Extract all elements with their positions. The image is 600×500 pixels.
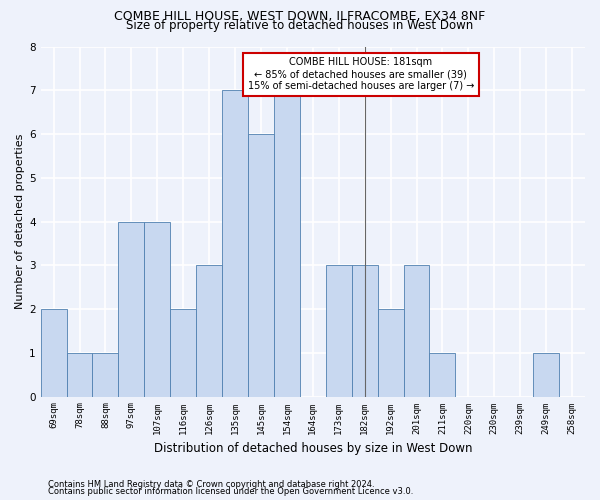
Y-axis label: Number of detached properties: Number of detached properties xyxy=(15,134,25,309)
Bar xyxy=(222,90,248,397)
Text: COMBE HILL HOUSE: 181sqm
← 85% of detached houses are smaller (39)
15% of semi-d: COMBE HILL HOUSE: 181sqm ← 85% of detach… xyxy=(248,58,474,90)
Bar xyxy=(377,309,404,396)
Bar xyxy=(352,266,377,396)
Bar xyxy=(248,134,274,396)
Bar xyxy=(430,353,455,397)
Bar xyxy=(118,222,145,396)
Text: Contains public sector information licensed under the Open Government Licence v3: Contains public sector information licen… xyxy=(48,487,413,496)
X-axis label: Distribution of detached houses by size in West Down: Distribution of detached houses by size … xyxy=(154,442,472,455)
Bar xyxy=(145,222,170,396)
Bar xyxy=(170,309,196,396)
Bar xyxy=(533,353,559,397)
Text: Size of property relative to detached houses in West Down: Size of property relative to detached ho… xyxy=(127,19,473,32)
Bar xyxy=(67,353,92,397)
Text: COMBE HILL HOUSE, WEST DOWN, ILFRACOMBE, EX34 8NF: COMBE HILL HOUSE, WEST DOWN, ILFRACOMBE,… xyxy=(115,10,485,23)
Bar xyxy=(41,309,67,396)
Bar xyxy=(196,266,222,396)
Bar xyxy=(274,90,300,397)
Text: Contains HM Land Registry data © Crown copyright and database right 2024.: Contains HM Land Registry data © Crown c… xyxy=(48,480,374,489)
Bar xyxy=(404,266,430,396)
Bar xyxy=(326,266,352,396)
Bar xyxy=(92,353,118,397)
